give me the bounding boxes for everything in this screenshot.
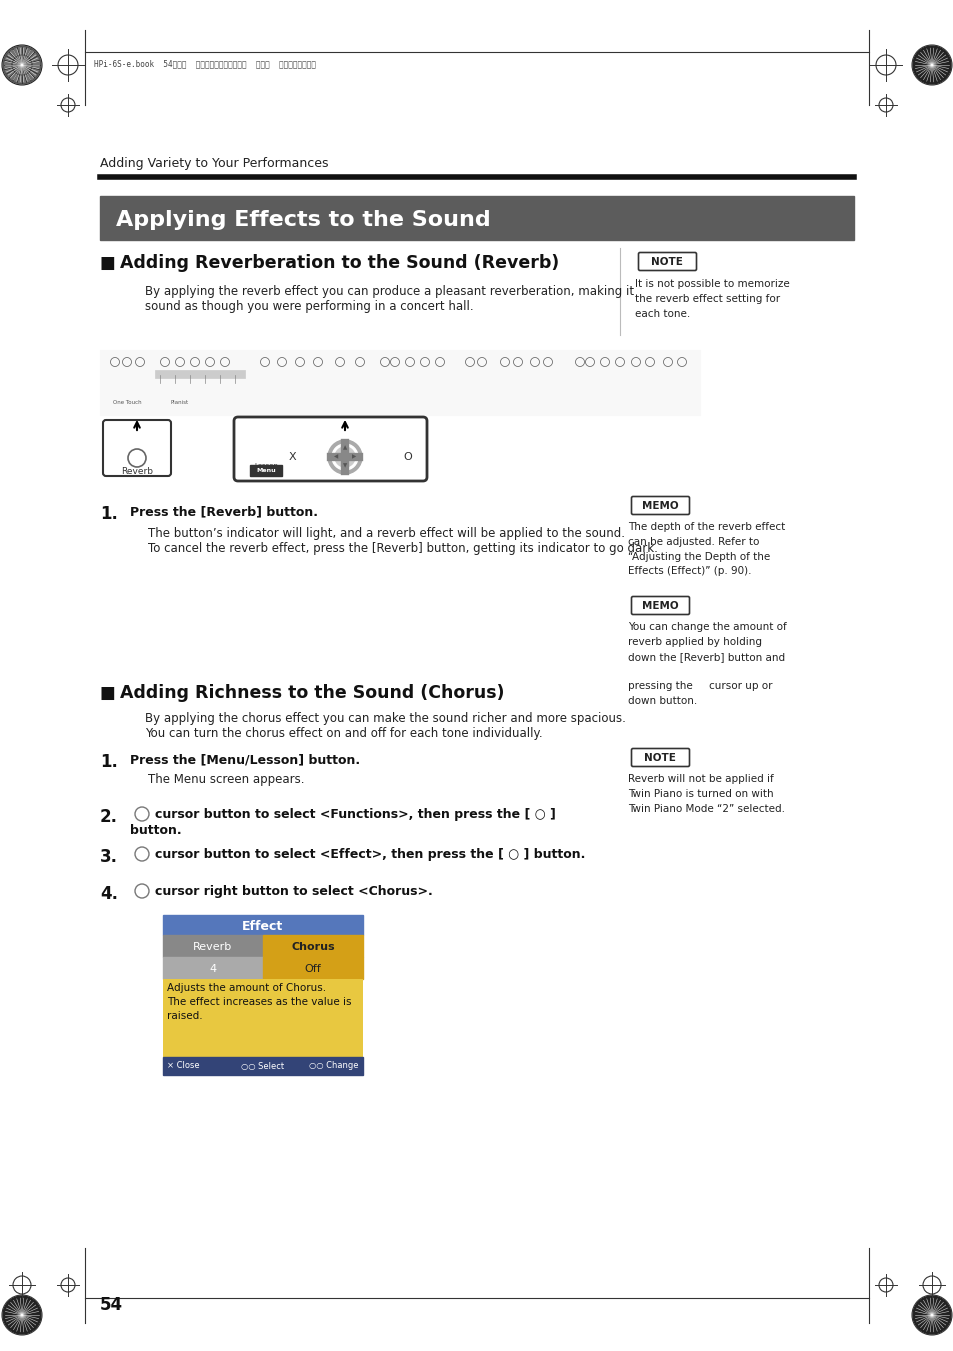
Text: It is not possible to memorize
the reverb effect setting for
each tone.: It is not possible to memorize the rever… [635,280,789,319]
Circle shape [3,46,41,84]
Text: Reverb will not be applied if
Twin Piano is turned on with
Twin Piano Mode “2” s: Reverb will not be applied if Twin Piano… [627,774,784,813]
Bar [163,979,363,1056]
Text: HPi-6S-e.book  54ページ  ２００７年１１月１９日  月曜日  午前１０時３６分: HPi-6S-e.book 54ページ ２００７年１１月１９日 月曜日 午前１０… [94,59,315,69]
Text: 3.: 3. [100,848,118,866]
Text: ○○ Change: ○○ Change [309,1062,358,1070]
Text: Off: Off [304,965,321,974]
Text: NOTE: NOTE [650,257,682,267]
Bar [163,935,263,957]
Text: Pianist: Pianist [171,400,189,405]
Text: Applying Effects to the Sound: Applying Effects to the Sound [116,209,490,230]
Text: NOTE: NOTE [643,753,676,763]
FancyBboxPatch shape [233,417,427,481]
Text: Reverb: Reverb [193,942,233,952]
Text: ▼: ▼ [342,463,347,469]
Text: X: X [288,453,295,462]
Text: × Close: × Close [167,1062,199,1070]
Text: Reverb: Reverb [121,467,152,476]
Text: button.: button. [130,824,181,838]
Text: 1.: 1. [100,505,118,523]
Text: ○○ Select: ○○ Select [241,1062,284,1070]
Bar [100,350,700,415]
Text: MEMO: MEMO [641,601,678,611]
Bar [100,196,853,240]
Text: By applying the chorus effect you can make the sound richer and more spacious.: By applying the chorus effect you can ma… [145,712,625,725]
Bar [263,935,363,957]
FancyBboxPatch shape [638,253,696,270]
Text: Menu: Menu [256,467,275,473]
Text: 1.: 1. [100,753,118,771]
Circle shape [912,1296,950,1333]
Text: MEMO: MEMO [641,501,678,511]
Text: The depth of the reverb effect
can be adjusted. Refer to
“Adjusting the Depth of: The depth of the reverb effect can be ad… [627,521,784,577]
Bar [154,370,245,378]
Bar [163,1056,363,1075]
Bar [263,957,363,979]
Text: ▶: ▶ [352,454,355,459]
Text: The Menu screen appears.: The Menu screen appears. [148,773,304,786]
Text: Lesson: Lesson [253,463,277,469]
Bar [163,915,363,935]
FancyBboxPatch shape [631,748,689,766]
Text: 4: 4 [210,965,216,974]
Circle shape [3,1296,41,1333]
FancyBboxPatch shape [631,497,689,515]
Text: Adding Reverberation to the Sound (Reverb): Adding Reverberation to the Sound (Rever… [120,254,558,272]
Text: 54: 54 [100,1296,123,1315]
Text: You can change the amount of
reverb applied by holding
down the [Reverb] button : You can change the amount of reverb appl… [627,621,786,707]
Text: Adding Richness to the Sound (Chorus): Adding Richness to the Sound (Chorus) [120,684,504,703]
Text: ◀: ◀ [334,454,337,459]
FancyBboxPatch shape [631,597,689,615]
Text: 4.: 4. [100,885,118,902]
Text: The button’s indicator will light, and a reverb effect will be applied to the so: The button’s indicator will light, and a… [148,527,624,540]
Bar [163,915,363,1075]
Text: cursor button to select <Effect>, then press the [ ○ ] button.: cursor button to select <Effect>, then p… [154,848,585,861]
Text: One Touch: One Touch [112,400,141,405]
Circle shape [328,440,361,474]
Text: Press the [Reverb] button.: Press the [Reverb] button. [130,505,317,517]
FancyBboxPatch shape [103,420,171,476]
Text: To cancel the reverb effect, press the [Reverb] button, getting its indicator to: To cancel the reverb effect, press the [… [148,542,658,555]
Text: Press the [Menu/Lesson] button.: Press the [Menu/Lesson] button. [130,753,359,766]
Bar [163,957,263,979]
Text: Chorus: Chorus [291,942,335,952]
Circle shape [912,46,950,84]
Circle shape [335,447,355,467]
Text: Adding Variety to Your Performances: Adding Variety to Your Performances [100,157,328,169]
Text: You can turn the chorus effect on and off for each tone individually.: You can turn the chorus effect on and of… [145,727,542,740]
Text: O: O [403,453,412,462]
Text: ■: ■ [100,254,115,272]
Text: By applying the reverb effect you can produce a pleasant reverberation, making i: By applying the reverb effect you can pr… [145,285,634,299]
Text: Effect: Effect [242,920,283,932]
Text: 2.: 2. [100,808,118,825]
Circle shape [332,444,357,470]
Text: Adjusts the amount of Chorus.
The effect increases as the value is
raised.: Adjusts the amount of Chorus. The effect… [167,984,351,1021]
Text: cursor button to select <Functions>, then press the [ ○ ]: cursor button to select <Functions>, the… [154,808,556,821]
Text: ▲: ▲ [342,446,347,450]
Text: ■: ■ [100,684,115,703]
Text: sound as though you were performing in a concert hall.: sound as though you were performing in a… [145,300,473,313]
Text: cursor right button to select <Chorus>.: cursor right button to select <Chorus>. [154,885,433,898]
Bar [250,465,282,476]
